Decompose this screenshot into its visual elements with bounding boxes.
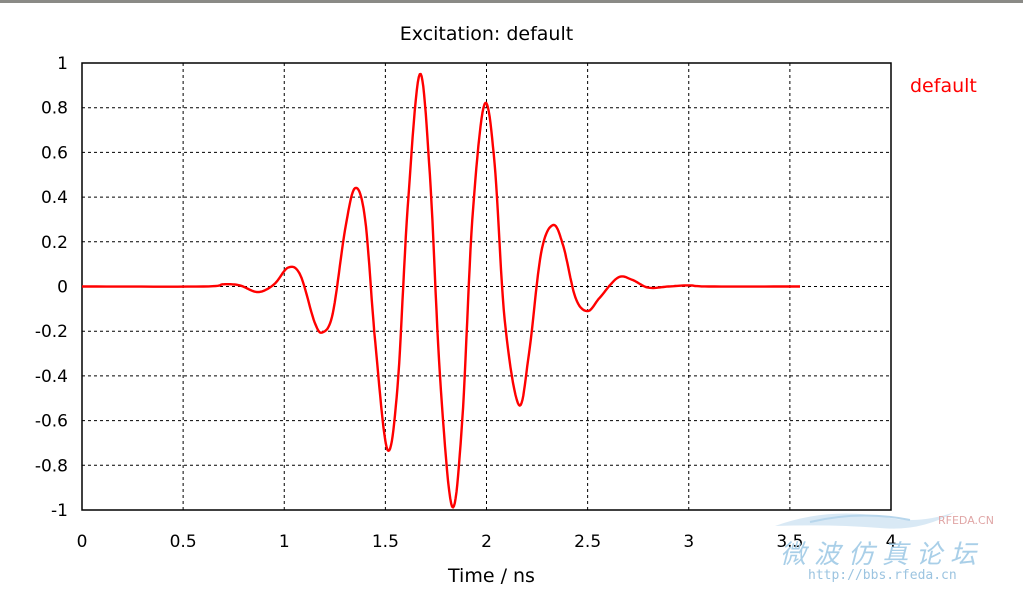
x-tick-label: 3.5 (776, 532, 803, 552)
y-tick-label: 1 (57, 54, 68, 74)
top-border (0, 0, 1023, 3)
y-tick-label: -0.2 (35, 322, 68, 342)
legend-entry-default: default (910, 75, 977, 97)
wing-logo-icon (775, 512, 955, 529)
y-tick-label: 0 (57, 278, 68, 298)
chart-title: Excitation: default (400, 23, 573, 45)
y-tick-label: -1 (51, 501, 68, 521)
forum-watermark: RFEDA.CN 微波仿真论坛 http://bbs.rfeda.cn (760, 498, 1022, 590)
y-tick-label: -0.6 (35, 412, 68, 432)
y-tick-labels: 1 0.8 0.6 0.4 0.2 0 -0.2 -0.4 -0.6 -0.8 -1 (35, 54, 68, 521)
x-axis-label: Time / ns (447, 565, 535, 587)
x-tick-label: 0 (77, 532, 88, 552)
x-tick-label: 1 (279, 532, 290, 552)
y-tick-label: 0.6 (41, 143, 68, 163)
x-tick-label: 4 (886, 532, 897, 552)
series-line-default (82, 72, 800, 509)
x-tick-label: 3 (683, 532, 694, 552)
y-tick-label: 0.2 (41, 233, 68, 253)
y-tick-label: 0.4 (41, 188, 68, 208)
watermark-chinese-text: 微波仿真论坛 (780, 540, 985, 570)
x-tick-label: 0.5 (170, 532, 197, 552)
y-tick-label: 0.8 (41, 99, 68, 119)
y-tick-label: -0.4 (35, 367, 68, 387)
x-tick-labels: 0 0.5 1 1.5 2 2.5 3 3.5 4 (77, 532, 897, 552)
watermark-site-text: RFEDA.CN (938, 514, 994, 527)
watermark-url: http://bbs.rfeda.cn (808, 568, 957, 583)
y-tick-label: -0.8 (35, 456, 68, 476)
x-tick-label: 2 (481, 532, 492, 552)
x-tick-label: 1.5 (372, 532, 399, 552)
x-tick-label: 2.5 (574, 532, 601, 552)
